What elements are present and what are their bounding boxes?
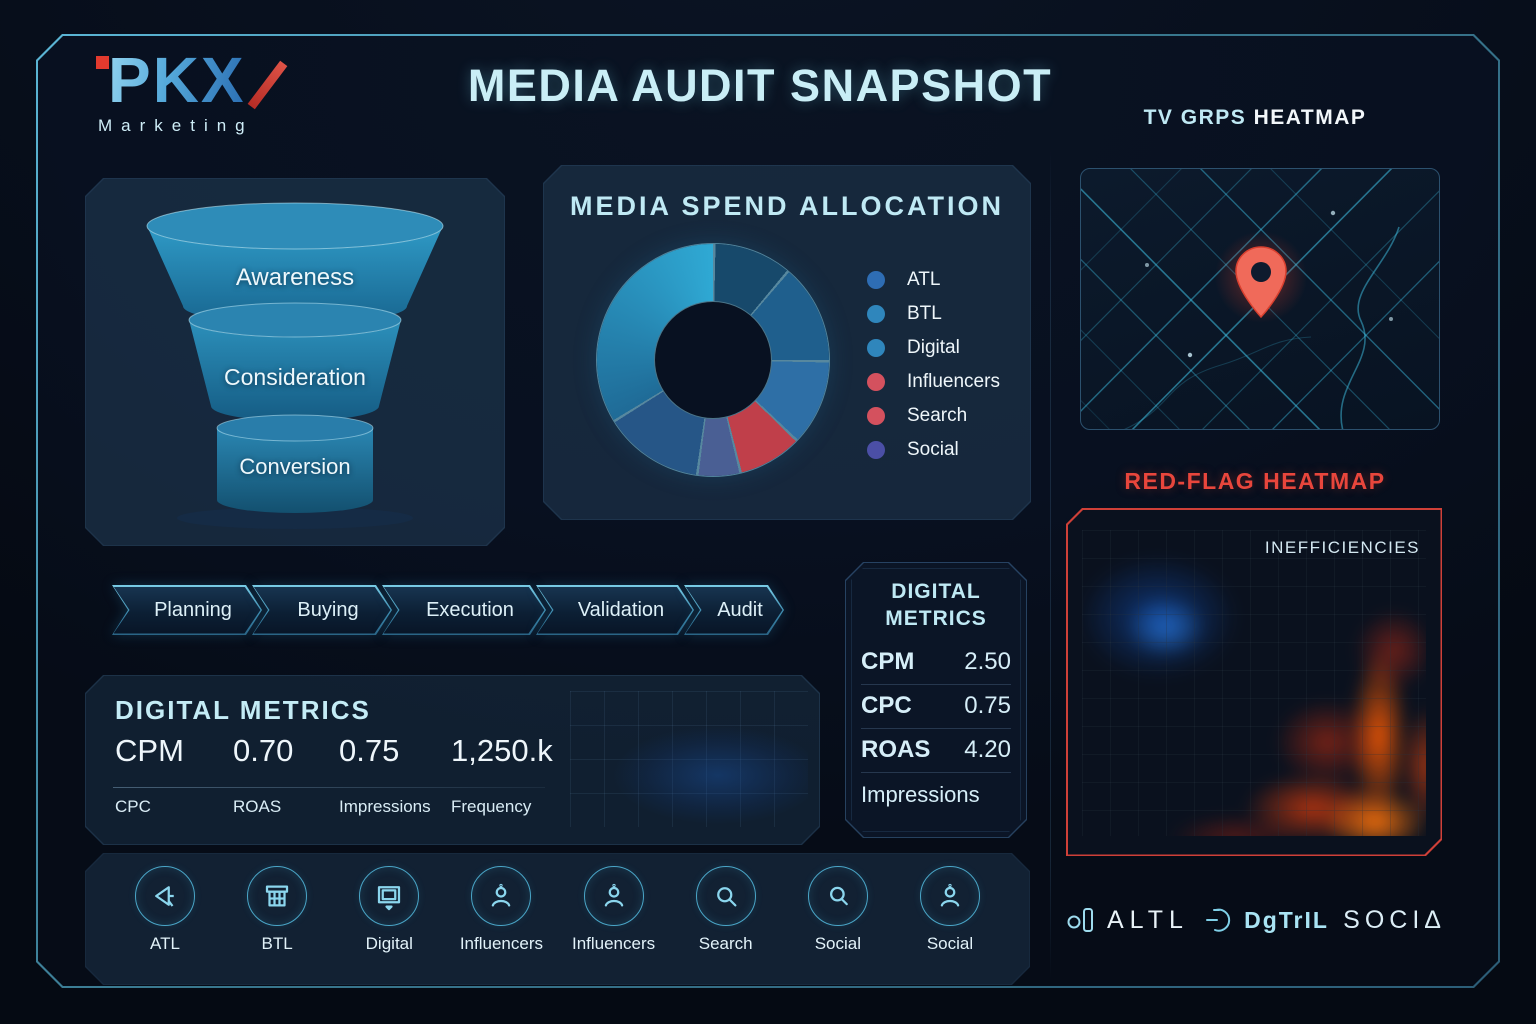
funnel-graphic <box>146 202 444 529</box>
digital-metrics-title-right: DIGITAL METRICS <box>885 580 987 631</box>
partner-logos: ALTL DgTrIL SOCIΔ <box>1066 890 1446 950</box>
media-spend-panel: MEDIA SPEND ALLOCATION ATL BTL Digital I… <box>543 165 1031 520</box>
legend-item-search: Search <box>867 399 1000 433</box>
metric-value: 1,250.k <box>451 733 553 768</box>
partner-socia: SOCIΔ <box>1343 905 1446 934</box>
column-divider <box>1050 150 1051 980</box>
search-icon <box>829 886 848 906</box>
red-flag-heatmap-panel: INEFFICIENCIES <box>1066 508 1442 856</box>
dgtril-logo-icon <box>1206 908 1231 932</box>
channel-search[interactable]: Search <box>674 866 778 985</box>
page-title: MEDIA AUDIT SNAPSHOT <box>467 60 1053 111</box>
donut-hole <box>654 301 772 419</box>
process-steps: Planning Buying Execution Validation Aud… <box>112 585 774 635</box>
tv-grps-heatmap-title: TV GRPS HEATMAP <box>1143 106 1367 129</box>
search-icon <box>716 887 737 907</box>
store-icon <box>266 885 289 907</box>
channel-atl[interactable]: ATL <box>113 866 217 985</box>
legend-dot <box>867 305 885 323</box>
channel-influencers-1[interactable]: Influencers <box>449 866 553 985</box>
map-roads <box>1081 169 1439 429</box>
legend-dot <box>867 407 885 425</box>
digital-metrics-panel-right: DIGITAL METRICS CPM 2.50 CPC 0.75 ROAS 4… <box>845 562 1027 838</box>
person-icon <box>492 883 511 907</box>
metric-labels-row: CPC ROAS Impressions Frequency <box>115 797 531 817</box>
tv-grps-map <box>1080 168 1440 430</box>
metric-values-row: CPM 0.70 0.75 1,250.k <box>115 733 553 769</box>
legend-dot <box>867 339 885 357</box>
funnel-stage-awareness: Awareness <box>235 264 355 291</box>
channel-digital[interactable]: Digital <box>337 866 441 985</box>
legend-item-influencers: Influencers <box>867 365 1000 399</box>
step-validation[interactable]: Validation <box>536 585 694 635</box>
mini-heatmap-patch <box>570 691 808 827</box>
partner-altl: ALTL <box>1066 905 1189 935</box>
channel-social-1[interactable]: Social <box>786 866 890 985</box>
metric-row-impressions: Impressions <box>861 781 980 807</box>
logo-red-stroke <box>247 60 288 110</box>
metric-value: 0.70 <box>233 733 294 768</box>
inefficiencies-label: INEFFICIENCIES <box>1264 538 1420 557</box>
legend-dot <box>867 271 885 289</box>
panel-inner-outline <box>851 568 1021 832</box>
channel-icons-panel: ATL BTL Digital Influencers <box>85 853 1030 985</box>
heatmap-blobs <box>1082 530 1426 836</box>
legend-item-digital: Digital <box>867 331 1000 365</box>
red-flag-heatmap <box>1082 530 1426 836</box>
heatmap-grid <box>1082 530 1426 836</box>
channel-btl[interactable]: BTL <box>225 866 329 985</box>
metric-label: CPC <box>115 797 151 816</box>
spend-legend: ATL BTL Digital Influencers Search Socia… <box>867 263 1000 467</box>
brand-logo: PKX Marketing <box>94 48 314 136</box>
funnel-stage-consideration: Consideration <box>224 364 366 390</box>
spend-donut-chart <box>597 244 829 476</box>
metric-row-cpc: CPC 0.75 <box>861 685 1011 729</box>
brand-tagline: Marketing <box>98 116 254 135</box>
metric-row-roas: ROAS 4.20 <box>861 729 1011 773</box>
person-icon <box>604 883 623 907</box>
funnel-panel: Awareness Consideration Conversion <box>85 178 505 546</box>
digital-metrics-panel-left: DIGITAL METRICS CPM 0.70 0.75 1,250.k CP… <box>85 675 820 845</box>
monitor-icon <box>378 886 401 911</box>
metric-row-cpm: CPM 2.50 <box>861 641 1011 685</box>
metric-label: Frequency <box>451 797 532 816</box>
step-execution[interactable]: Execution <box>382 585 546 635</box>
media-spend-title: MEDIA SPEND ALLOCATION <box>570 191 1004 221</box>
funnel-stage-conversion: Conversion <box>239 454 351 479</box>
metric-label: ROAS <box>233 797 282 816</box>
map-pin-icon <box>1215 231 1307 323</box>
metrics-divider <box>113 787 545 788</box>
red-flag-heatmap-title: RED-FLAG HEATMAP <box>1124 468 1386 494</box>
metric-label: Impressions <box>339 797 431 816</box>
step-buying[interactable]: Buying <box>252 585 392 635</box>
partner-dgtril: DgTrIL <box>1203 904 1329 936</box>
legend-item-btl: BTL <box>867 297 1000 331</box>
brand-name: PKX <box>94 48 246 112</box>
metric-value: 0.75 <box>339 733 400 768</box>
logo-red-dot-icon <box>96 56 109 69</box>
megaphone-icon <box>155 886 174 907</box>
legend-dot <box>867 441 885 459</box>
channel-social-2[interactable]: Social <box>898 866 1002 985</box>
legend-dot <box>867 373 885 391</box>
digital-metrics-title: DIGITAL METRICS <box>115 695 371 725</box>
channel-influencers-2[interactable]: Influencers <box>562 866 666 985</box>
legend-item-atl: ATL <box>867 263 1000 297</box>
metric-value: CPM <box>115 733 184 768</box>
legend-item-social: Social <box>867 433 1000 467</box>
step-planning[interactable]: Planning <box>112 585 262 635</box>
person-icon <box>940 883 960 907</box>
step-audit[interactable]: Audit <box>684 585 784 635</box>
altl-logo-icon <box>1067 908 1093 932</box>
